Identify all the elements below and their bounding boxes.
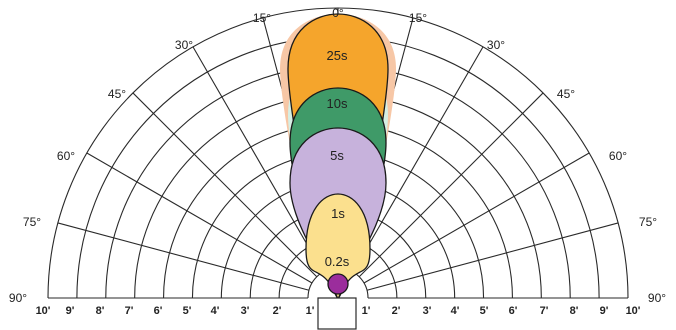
angle-label: 15°	[409, 11, 427, 25]
sensor-mount-box	[317, 297, 357, 330]
distance-label-right: 4'	[451, 305, 460, 317]
lobe-label: 25s	[327, 48, 348, 63]
distance-label-right: 2'	[392, 305, 401, 317]
grid-radial-line	[366, 222, 619, 291]
angle-label: 45°	[108, 87, 126, 101]
grid-radial-line	[363, 152, 590, 284]
angle-label: 75°	[639, 215, 657, 229]
grid-radial-line	[352, 46, 484, 273]
distance-label-right: 1'	[362, 305, 371, 317]
distance-label-left: 10'	[36, 305, 51, 317]
distance-label-left: 8'	[96, 305, 105, 317]
distance-label-left: 6'	[154, 305, 163, 317]
distance-label-right: 10'	[626, 305, 641, 317]
angle-label: 45°	[557, 87, 575, 101]
grid-radial-line	[132, 92, 318, 278]
grid-radial-line	[192, 46, 324, 273]
angle-label: 90°	[648, 291, 666, 305]
detection-lobes	[280, 13, 396, 301]
angle-labels: 0° 15° 15° 30° 30° 45° 45° 60° 60° 75° 75° 90° 90°	[9, 6, 666, 305]
lobe-0-2s	[327, 273, 349, 295]
distance-label-right: 6'	[509, 305, 518, 317]
angle-label: 60°	[57, 149, 75, 163]
lobe-label: 10s	[327, 96, 348, 111]
distance-label-right: 9'	[600, 305, 609, 317]
distance-label-right: 8'	[570, 305, 579, 317]
distance-label-right: 7'	[540, 305, 549, 317]
grid-radial-line	[86, 152, 313, 284]
grid-radial-line	[358, 92, 544, 278]
angle-label: 60°	[609, 149, 627, 163]
angle-label: 15°	[253, 11, 271, 25]
angle-label: 30°	[487, 38, 505, 52]
lobe-labels: 25s 10s 5s 1s 0.2s	[325, 48, 350, 269]
grid-radial-line	[57, 222, 310, 291]
lobe-label: 5s	[330, 148, 344, 163]
distance-label-left: 2'	[273, 305, 282, 317]
lobe-1s	[305, 193, 371, 301]
lobe-label: 1s	[331, 206, 345, 221]
angle-label: 90°	[9, 291, 27, 305]
distance-label-left: 3'	[241, 305, 250, 317]
distance-label-right: 3'	[423, 305, 432, 317]
lobe-label: 0.2s	[325, 254, 350, 269]
distance-labels: 10' 9' 8' 7' 6' 5' 4' 3' 2' 1' 1' 2' 3' 4' 5' 6' 7' 8' 9' 1…	[36, 305, 641, 317]
distance-label-left: 5'	[183, 305, 192, 317]
distance-label-left: 4'	[211, 305, 220, 317]
distance-label-left: 7'	[125, 305, 134, 317]
angle-label: 75°	[23, 215, 41, 229]
angle-label: 30°	[175, 38, 193, 52]
distance-label-right: 5'	[480, 305, 489, 317]
angle-label: 0°	[332, 6, 344, 20]
distance-label-left: 9'	[66, 305, 75, 317]
distance-label-left: 1'	[306, 305, 315, 317]
